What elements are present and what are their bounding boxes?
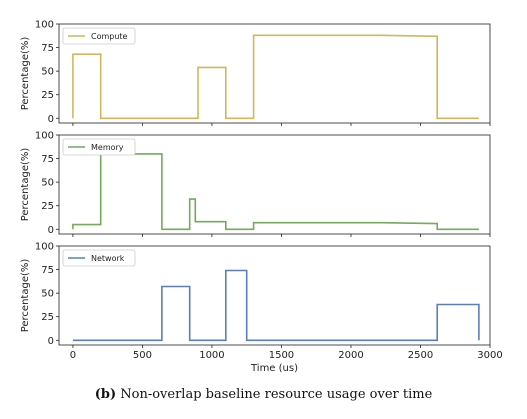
legend-box xyxy=(62,249,136,267)
y-tick-label: 25 xyxy=(41,90,54,101)
x-tick-label: 0 xyxy=(70,350,76,361)
legend-box xyxy=(62,138,136,156)
axes-frame xyxy=(58,134,491,235)
y-tick-label: 0 xyxy=(48,114,54,125)
y-tick-label: 0 xyxy=(48,336,54,347)
series-line-network xyxy=(72,269,480,342)
x-tick-label: 1500 xyxy=(269,350,294,361)
y-tick-label: 50 xyxy=(41,289,54,300)
legend-label: Compute xyxy=(91,32,128,41)
legend-label: Memory xyxy=(91,143,124,152)
y-tick-label: 100 xyxy=(35,242,54,253)
panel-2: 0 25 50 75 100 Percentage(%) Memory xyxy=(20,131,491,237)
x-tick-label: 2000 xyxy=(338,350,363,361)
x-tick-label: 3000 xyxy=(477,350,502,361)
chart-panels: 0 25 50 75 100 Percentage(%) Compute 0 25 50 75 100… xyxy=(20,20,503,375)
series-line-compute xyxy=(72,34,479,120)
y-axis-label: Percentage(%) xyxy=(20,37,31,111)
y-axis-label: Percentage(%) xyxy=(20,148,31,222)
y-tick-label: 0 xyxy=(48,225,54,236)
x-axis-label: Time (us) xyxy=(250,363,298,374)
y-tick-label: 50 xyxy=(41,67,54,78)
y-tick-label: 25 xyxy=(41,312,54,323)
y-tick-label: 100 xyxy=(35,131,54,142)
axes-frame xyxy=(58,23,491,124)
x-tick-label: 2500 xyxy=(408,350,433,361)
y-tick-label: 25 xyxy=(41,201,54,212)
panel-1: 0 25 50 75 100 Percentage(%) Compute xyxy=(20,20,491,126)
axes-frame xyxy=(58,245,491,346)
legend-box xyxy=(62,27,136,45)
y-tick-label: 50 xyxy=(41,178,54,189)
y-axis-label: Percentage(%) xyxy=(20,259,31,333)
resource-usage-chart: 0 25 50 75 100 Percentage(%) Compute 0 25 50 75 100… xyxy=(20,20,503,375)
x-tick-label: 500 xyxy=(133,350,152,361)
y-tick-label: 75 xyxy=(41,265,54,276)
y-tick-label: 100 xyxy=(35,20,54,31)
series-line-memory xyxy=(72,153,479,231)
y-tick-label: 75 xyxy=(41,154,54,165)
legend-label: Network xyxy=(91,254,125,263)
x-tick-label: 1000 xyxy=(199,350,224,361)
caption-text: Non-overlap baseline resource usage over… xyxy=(120,387,433,402)
figure-caption: (b) Non-overlap baseline resource usage … xyxy=(0,387,527,402)
y-tick-label: 75 xyxy=(41,43,54,54)
caption-label: (b) xyxy=(94,387,117,402)
